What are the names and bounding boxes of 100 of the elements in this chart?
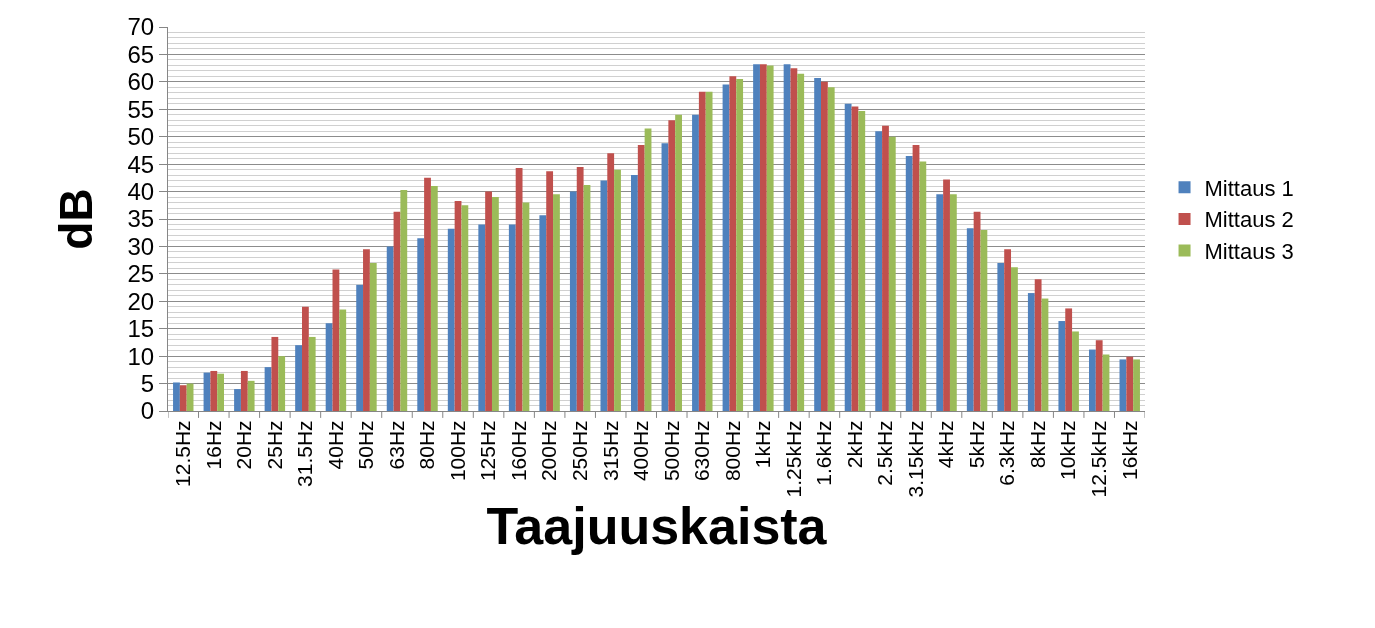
- x-tick-label: 6.3kHz: [995, 420, 1019, 486]
- x-tick-label: 1.6kHz: [812, 420, 836, 486]
- legend-label: Mittaus 1: [1204, 175, 1294, 201]
- bar: [386, 246, 394, 411]
- bar: [997, 262, 1005, 411]
- bar: [729, 76, 737, 411]
- bar: [339, 309, 347, 411]
- bar: [234, 389, 241, 411]
- bar: [675, 114, 682, 411]
- bar: [827, 87, 835, 411]
- x-tick-label: 5kHz: [964, 420, 988, 469]
- y-tick-label: 30: [127, 232, 155, 260]
- bar: [485, 191, 492, 411]
- bar: [478, 224, 486, 411]
- x-tick-label: 250Hz: [567, 420, 591, 482]
- bar: [569, 191, 577, 411]
- x-tick-label: 2kHz: [842, 420, 866, 469]
- bar: [325, 323, 333, 411]
- x-tick-label: 16kHz: [1117, 420, 1141, 480]
- bar: [668, 120, 676, 411]
- y-tick-label: 25: [127, 260, 155, 288]
- bar: [936, 194, 944, 411]
- bar: [882, 125, 889, 411]
- bar: [417, 238, 425, 411]
- bar: [821, 81, 828, 411]
- y-tick-label: 15: [127, 315, 155, 343]
- y-tick-label: 20: [127, 287, 155, 315]
- bar: [1065, 308, 1073, 411]
- bar: [173, 382, 180, 411]
- bar: [814, 78, 822, 411]
- bar: [905, 155, 913, 411]
- y-tick-label: 45: [127, 150, 155, 178]
- x-tick-label: 1kHz: [751, 420, 775, 469]
- bar: [430, 186, 438, 411]
- bar: [631, 175, 638, 411]
- y-tick-label: 60: [127, 68, 155, 96]
- bar: [271, 336, 279, 411]
- x-tick-label: 8kHz: [1025, 420, 1049, 469]
- bar: [447, 228, 455, 411]
- bar: [888, 136, 896, 411]
- x-tick-label: 125Hz: [476, 420, 500, 482]
- y-tick-label: 10: [127, 342, 155, 370]
- bar: [424, 177, 431, 411]
- bar: [491, 197, 499, 411]
- bar: [1011, 267, 1018, 411]
- x-tick-label: 12.5Hz: [171, 420, 195, 487]
- bar: [217, 373, 225, 411]
- x-tick-label: 80Hz: [415, 420, 439, 470]
- x-tick-label: 1.25kHz: [781, 420, 805, 498]
- bar: [698, 91, 706, 411]
- x-tick-label: 50Hz: [354, 420, 378, 470]
- x-tick-label: 20Hz: [232, 420, 256, 470]
- x-tick-label: 4kHz: [934, 420, 958, 469]
- x-tick-label: 25Hz: [262, 420, 286, 470]
- bar: [705, 91, 713, 411]
- bar: [576, 166, 584, 411]
- bar: [461, 205, 469, 411]
- y-tick-label: 40: [127, 177, 155, 205]
- bar: [1034, 279, 1042, 411]
- bar: [1072, 331, 1079, 411]
- bar: [356, 284, 364, 411]
- x-tick-label: 500Hz: [659, 420, 683, 482]
- y-tick-label: 50: [127, 123, 155, 151]
- bar: [1133, 359, 1140, 411]
- bar: [980, 229, 988, 411]
- bar: [637, 144, 645, 411]
- bar: [736, 79, 744, 411]
- bar: [797, 73, 805, 411]
- x-tick-label: 160Hz: [506, 420, 530, 482]
- bar: [247, 380, 255, 411]
- x-tick-label: 63Hz: [384, 420, 408, 470]
- bar: [858, 110, 866, 411]
- bar: [278, 356, 286, 411]
- bar: [614, 169, 621, 411]
- bar: [1126, 356, 1134, 411]
- y-tick-label: 5: [140, 369, 155, 397]
- legend-label: Mittaus 3: [1204, 239, 1294, 265]
- bar: [179, 385, 187, 411]
- bar: [553, 194, 560, 411]
- bar: [295, 345, 302, 411]
- bar: [515, 167, 523, 411]
- bar: [539, 215, 547, 411]
- bar: [508, 224, 516, 411]
- bar: [790, 68, 798, 411]
- x-tick-label: 630Hz: [690, 420, 714, 482]
- x-tick-label: 2.5kHz: [873, 420, 897, 486]
- y-tick-label: 35: [127, 205, 155, 233]
- y-axis-title: dB: [49, 188, 102, 250]
- x-tick-label: 800Hz: [720, 420, 744, 482]
- bar: [210, 370, 218, 411]
- bar: [753, 64, 760, 411]
- y-tick-label: 0: [140, 397, 155, 425]
- bar: [1095, 340, 1103, 411]
- bar: [369, 262, 377, 411]
- x-tick-label: 10kHz: [1056, 420, 1080, 480]
- legend-label: Mittaus 2: [1204, 207, 1294, 233]
- bar: [1027, 293, 1035, 411]
- y-tick-label: 65: [127, 40, 155, 68]
- y-tick-label: 70: [127, 13, 155, 41]
- bar: [600, 180, 608, 411]
